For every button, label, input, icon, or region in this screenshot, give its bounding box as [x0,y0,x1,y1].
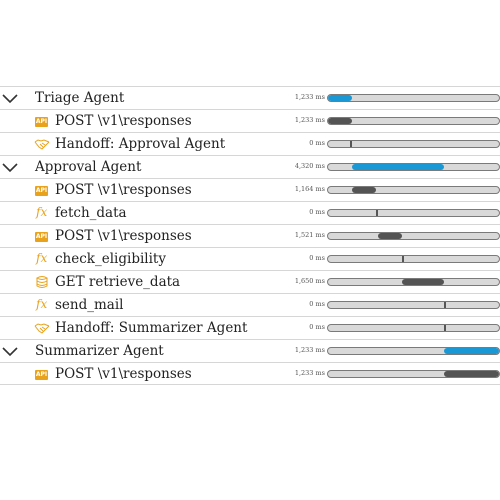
span-row[interactable]: Handoff: Summarizer Agent 0 ms [0,316,500,339]
row-label: GET retrieve_data [55,274,181,290]
timeline-track [327,255,500,263]
row-label: check_eligibility [55,251,166,267]
timeline-track [327,278,500,286]
duration-label: 4,320 ms [294,162,325,170]
timeline-event-marker [444,325,447,331]
span-row[interactable]: API POST \v1\responses 1,233 ms [0,109,500,132]
duration-label: 1,233 ms [294,116,325,124]
duration-label: 0 ms [309,323,325,331]
api-icon: API [35,370,48,380]
timeline-track [327,94,500,102]
timeline-span-bar [377,233,402,239]
timeline-track [327,370,500,378]
row-label: Triage Agent [35,90,125,106]
duration-label: 1,521 ms [294,231,325,239]
row-label: Approval Agent [35,159,142,175]
api-icon: API [35,232,48,242]
span-row[interactable]: Handoff: Approval Agent 0 ms [0,132,500,155]
handshake-icon [34,139,50,150]
duration-label: 0 ms [309,208,325,216]
function-icon: fx [36,251,48,265]
timeline-track [327,163,500,171]
duration-label: 1,233 ms [294,369,325,377]
span-row[interactable]: API POST \v1\responses 1,164 ms [0,178,500,201]
span-row[interactable]: fx check_eligibility 0 ms [0,247,500,270]
agent-row[interactable]: Approval Agent 4,320 ms [0,155,500,178]
timeline-track [327,232,500,240]
timeline-event-marker [350,141,353,147]
timeline-span-bar [401,279,445,285]
timeline-track [327,209,500,217]
function-icon: fx [36,205,48,219]
span-row[interactable]: GET retrieve_data 1,650 ms [0,270,500,293]
function-icon: fx [36,297,48,311]
duration-label: 1,233 ms [294,93,325,101]
timeline-span-bar [444,371,499,377]
duration-label: 1,164 ms [294,185,325,193]
timeline-event-marker [375,210,378,216]
handshake-icon [34,323,50,334]
duration-label: 0 ms [309,300,325,308]
row-label: Handoff: Approval Agent [55,136,226,152]
span-row[interactable]: fx fetch_data 0 ms [0,201,500,224]
row-label: POST \v1\responses [55,182,192,198]
timeline-track [327,324,500,332]
duration-label: 1,233 ms [294,346,325,354]
duration-label: 0 ms [309,139,325,147]
timeline-span-bar [444,348,499,354]
chevron-down-icon[interactable] [2,94,18,104]
api-icon: API [35,186,48,196]
timeline-span-bar [351,187,376,193]
row-label: Handoff: Summarizer Agent [55,320,248,336]
database-icon [36,276,48,288]
timeline-track [327,347,500,355]
row-label: fetch_data [55,205,127,221]
timeline-event-marker [444,302,447,308]
row-label: POST \v1\responses [55,366,192,382]
timeline-track [327,301,500,309]
row-label: POST \v1\responses [55,113,192,129]
timeline-track [327,117,500,125]
timeline-track [327,140,500,148]
duration-label: 0 ms [309,254,325,262]
chevron-down-icon[interactable] [2,163,18,173]
span-row[interactable]: API POST \v1\responses 1,521 ms [0,224,500,247]
span-row[interactable]: fx send_mail 0 ms [0,293,500,316]
row-label: Summarizer Agent [35,343,164,359]
timeline-span-bar [351,164,445,170]
agent-row[interactable]: Triage Agent 1,233 ms [0,86,500,109]
timeline-event-marker [401,256,404,262]
trace-timeline: Triage Agent 1,233 ms API POST \v1\response… [0,86,500,385]
timeline-span-bar [328,118,352,124]
agent-row[interactable]: Summarizer Agent 1,233 ms [0,339,500,362]
row-label: send_mail [55,297,124,313]
timeline-track [327,186,500,194]
api-icon: API [35,117,48,127]
timeline-span-bar [328,95,352,101]
chevron-down-icon[interactable] [2,347,18,357]
duration-label: 1,650 ms [294,277,325,285]
row-label: POST \v1\responses [55,228,192,244]
span-row[interactable]: API POST \v1\responses 1,233 ms [0,362,500,385]
